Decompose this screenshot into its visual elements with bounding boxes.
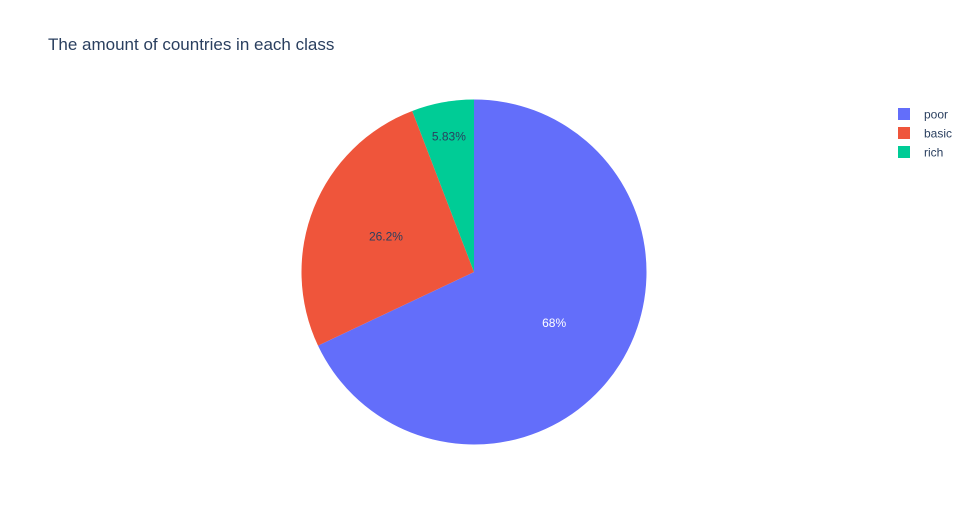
legend-swatch-rich xyxy=(898,146,910,158)
pie-slice-labels: 68% 26.2% 5.83% xyxy=(369,129,567,329)
legend-item-basic[interactable]: basic xyxy=(898,127,952,141)
legend-item-rich[interactable]: rich xyxy=(898,146,943,160)
pie-slice-rich[interactable] xyxy=(412,99,474,273)
legend-label-poor: poor xyxy=(924,108,948,122)
legend-swatch-poor xyxy=(898,108,910,120)
slice-label-rich: 5.83% xyxy=(432,129,466,143)
legend-label-rich: rich xyxy=(924,146,943,160)
legend-label-basic: basic xyxy=(924,127,952,141)
chart-title: The amount of countries in each class xyxy=(48,35,334,54)
pie-slice-poor[interactable] xyxy=(318,99,647,445)
slice-label-basic: 26.2% xyxy=(369,230,403,244)
slice-label-poor: 68% xyxy=(542,316,566,330)
legend: poor basic rich xyxy=(898,108,952,160)
pie-slices xyxy=(301,99,647,445)
pie-slice-basic[interactable] xyxy=(301,110,475,346)
legend-swatch-basic xyxy=(898,127,910,139)
legend-item-poor[interactable]: poor xyxy=(898,108,948,122)
